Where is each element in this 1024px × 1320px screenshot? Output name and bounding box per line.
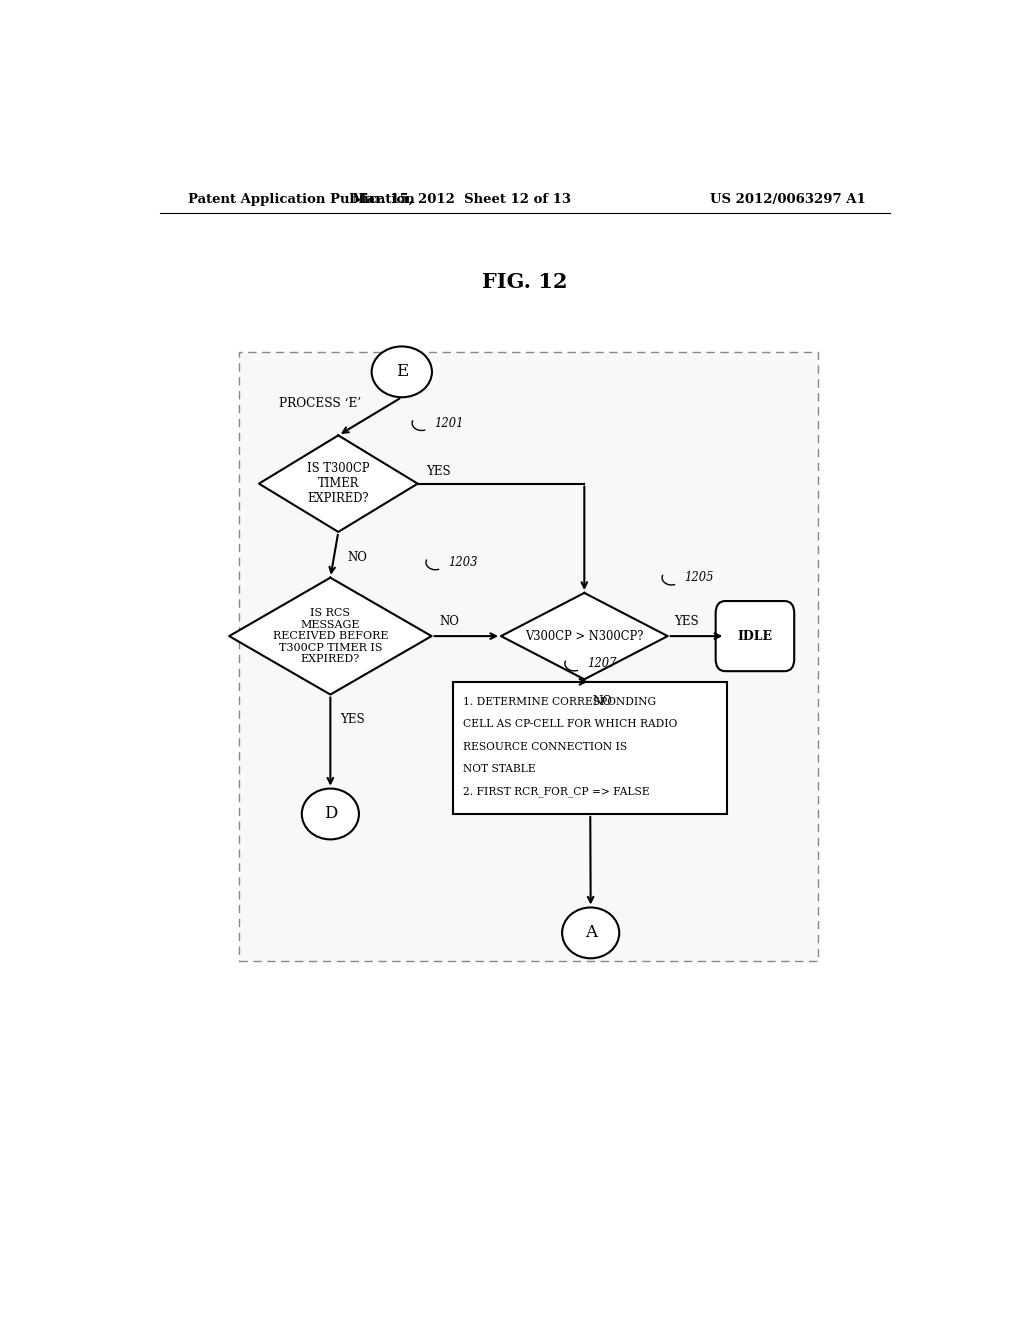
Text: NO: NO <box>592 696 612 708</box>
Polygon shape <box>501 593 668 680</box>
Text: 2. FIRST RCR_FOR_CP => FALSE: 2. FIRST RCR_FOR_CP => FALSE <box>463 787 649 797</box>
Text: 1207: 1207 <box>587 657 616 671</box>
Text: PROCESS ‘E’: PROCESS ‘E’ <box>279 397 361 411</box>
Text: NO: NO <box>439 615 460 628</box>
Polygon shape <box>259 436 418 532</box>
Bar <box>240 351 818 961</box>
Bar <box>454 682 727 814</box>
Text: Mar. 15, 2012  Sheet 12 of 13: Mar. 15, 2012 Sheet 12 of 13 <box>352 193 570 206</box>
Text: A: A <box>585 924 597 941</box>
Text: IDLE: IDLE <box>737 630 772 643</box>
Text: 1205: 1205 <box>684 572 714 585</box>
Text: IS RCS
MESSAGE
RECEIVED BEFORE
T300CP TIMER IS
EXPIRED?: IS RCS MESSAGE RECEIVED BEFORE T300CP TI… <box>272 609 388 664</box>
Text: IS T300CP
TIMER
EXPIRED?: IS T300CP TIMER EXPIRED? <box>307 462 370 506</box>
FancyBboxPatch shape <box>716 601 795 671</box>
Text: 1201: 1201 <box>434 417 464 430</box>
Ellipse shape <box>562 907 620 958</box>
Text: Patent Application Publication: Patent Application Publication <box>187 193 415 206</box>
Text: NO: NO <box>348 550 368 564</box>
Text: US 2012/0063297 A1: US 2012/0063297 A1 <box>711 193 866 206</box>
Text: RESOURCE CONNECTION IS: RESOURCE CONNECTION IS <box>463 742 627 752</box>
Text: YES: YES <box>426 465 451 478</box>
Text: YES: YES <box>340 714 365 726</box>
Text: V300CP > N300CP?: V300CP > N300CP? <box>525 630 643 643</box>
Ellipse shape <box>302 788 359 840</box>
Text: 1203: 1203 <box>449 556 478 569</box>
Polygon shape <box>229 578 431 694</box>
Text: E: E <box>395 363 408 380</box>
Ellipse shape <box>372 346 432 397</box>
Text: NOT STABLE: NOT STABLE <box>463 764 536 774</box>
Text: FIG. 12: FIG. 12 <box>482 272 567 293</box>
Text: CELL AS CP-CELL FOR WHICH RADIO: CELL AS CP-CELL FOR WHICH RADIO <box>463 719 677 730</box>
Text: D: D <box>324 805 337 822</box>
Text: YES: YES <box>674 615 698 628</box>
Text: 1. DETERMINE CORRESPONDING: 1. DETERMINE CORRESPONDING <box>463 697 656 708</box>
